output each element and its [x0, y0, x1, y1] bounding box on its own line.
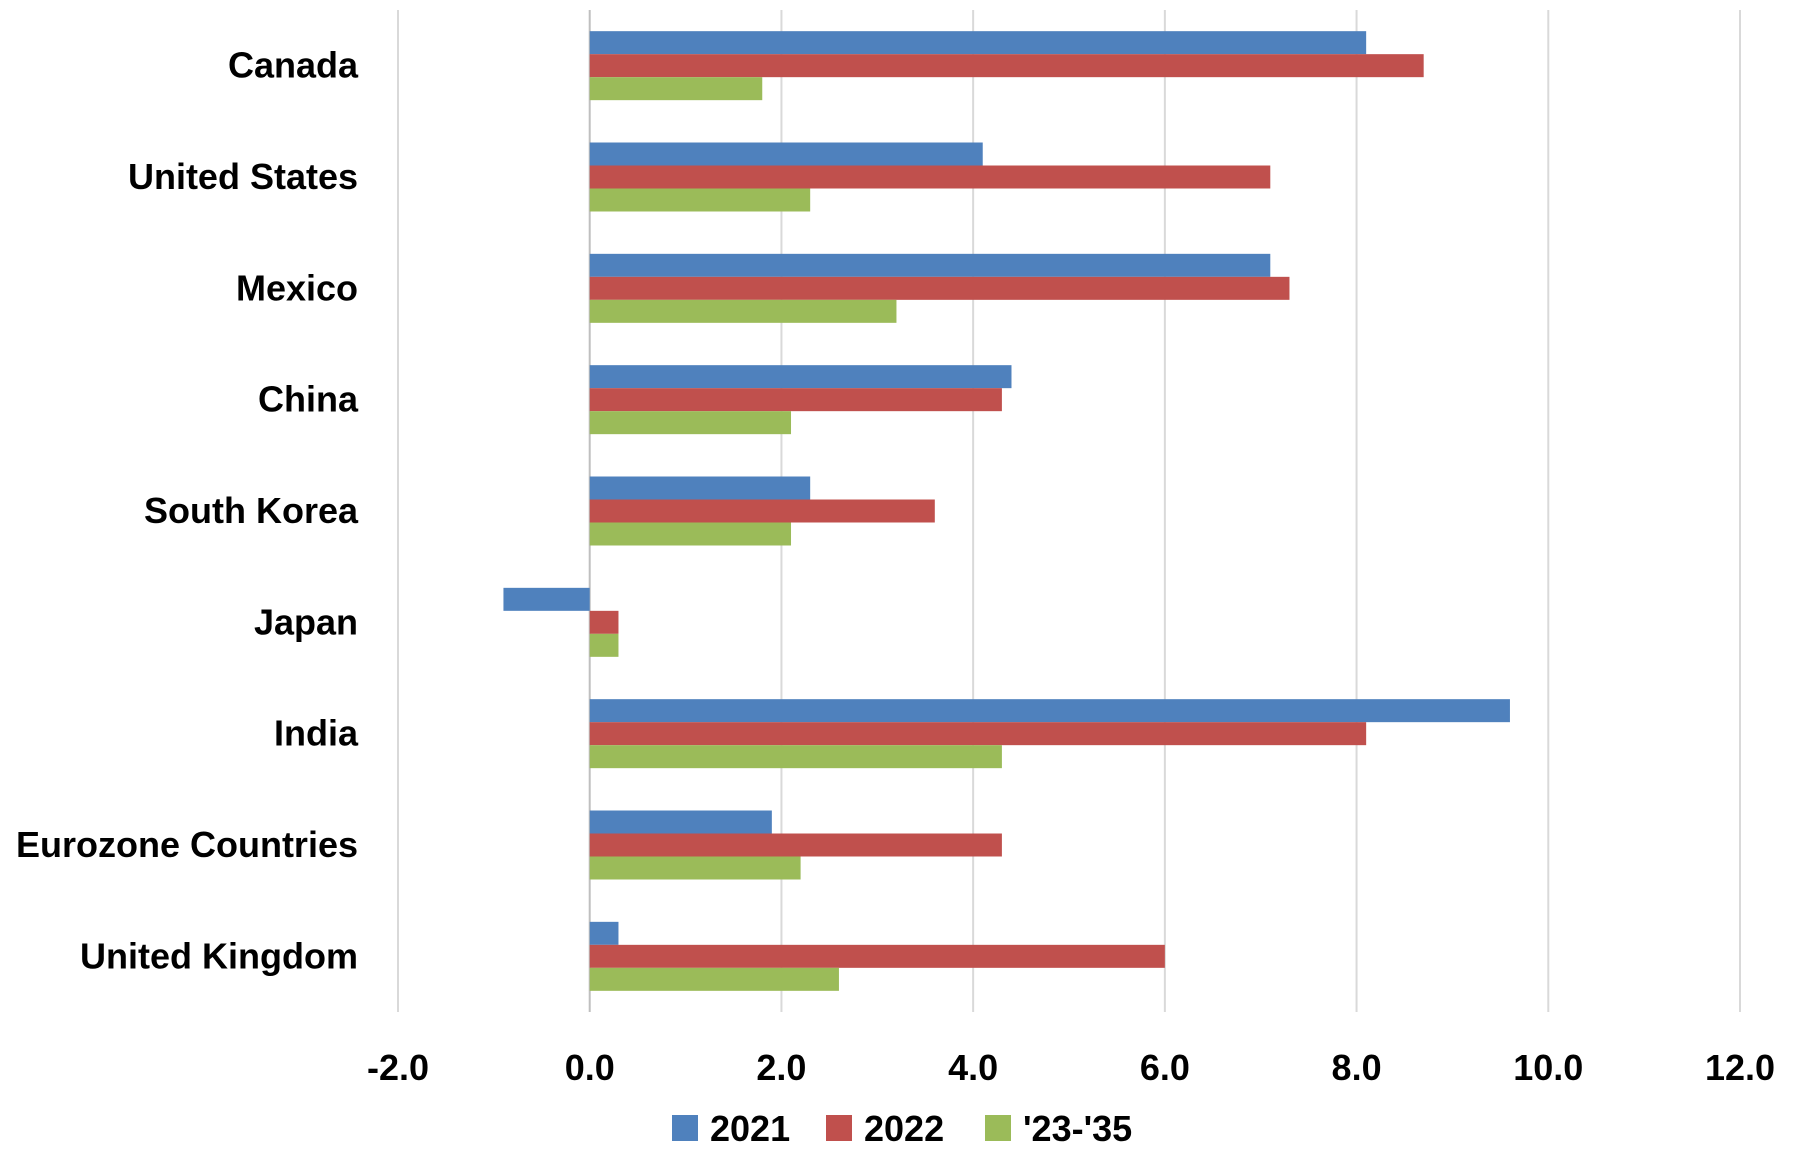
- bars: [503, 31, 1510, 991]
- bar-japan-2: [589, 633, 619, 657]
- bar-united-kingdom-2: [589, 967, 839, 991]
- bar-south-korea-2: [589, 522, 792, 546]
- bar-united-states-0: [589, 142, 983, 166]
- bar-eurozone-countries-2: [589, 856, 801, 880]
- bar-united-states-1: [589, 165, 1271, 189]
- x-tick-label: 4.0: [948, 1047, 998, 1088]
- category-label: United States: [128, 156, 358, 197]
- bar-india-0: [589, 699, 1510, 723]
- x-tick-label: 6.0: [1140, 1047, 1190, 1088]
- bar-eurozone-countries-0: [589, 810, 772, 834]
- x-tick-label: 10.0: [1513, 1047, 1583, 1088]
- bar-canada-0: [589, 31, 1367, 55]
- legend-swatch: [826, 1115, 852, 1141]
- x-tick-label: -2.0: [367, 1047, 429, 1088]
- category-label: South Korea: [144, 490, 359, 531]
- legend-swatch: [985, 1115, 1011, 1141]
- category-label: Mexico: [236, 267, 358, 308]
- legend-label: '23-'35: [1023, 1108, 1132, 1149]
- x-tick-label: 8.0: [1332, 1047, 1382, 1088]
- bar-india-1: [589, 722, 1367, 746]
- bar-china-1: [589, 388, 1002, 412]
- category-label: Canada: [228, 45, 359, 86]
- x-tick-label: 12.0: [1705, 1047, 1775, 1088]
- bar-eurozone-countries-1: [589, 833, 1002, 857]
- category-label: China: [258, 379, 359, 420]
- category-label: India: [274, 713, 359, 754]
- category-labels: Canada United States Mexico China South Kore…: [16, 45, 359, 977]
- bar-india-2: [589, 745, 1002, 769]
- legend: 2021 2022 '23-'35: [672, 1108, 1132, 1149]
- legend-label: 2021: [710, 1108, 790, 1149]
- bar-united-kingdom-0: [589, 921, 619, 945]
- x-tick-labels: -2.0 0.0 2.0 4.0 6.0 8.0 10.0 12.0: [367, 1047, 1775, 1088]
- bar-south-korea-0: [589, 476, 811, 500]
- x-tick-label: 2.0: [756, 1047, 806, 1088]
- bar-mexico-2: [589, 299, 897, 323]
- bar-china-0: [589, 365, 1012, 389]
- bar-japan-1: [589, 610, 619, 634]
- x-tick-label: 0.0: [565, 1047, 615, 1088]
- legend-swatch: [672, 1115, 698, 1141]
- bar-united-states-2: [589, 188, 811, 212]
- legend-label: 2022: [864, 1108, 944, 1149]
- bar-china-2: [589, 411, 792, 435]
- category-label: Japan: [254, 601, 358, 642]
- bar-japan-0: [503, 587, 590, 611]
- bar-mexico-1: [589, 276, 1290, 300]
- bar-south-korea-1: [589, 499, 935, 523]
- bar-mexico-0: [589, 253, 1271, 277]
- category-label: United Kingdom: [80, 935, 358, 976]
- bar-canada-1: [589, 54, 1424, 78]
- bar-united-kingdom-1: [589, 944, 1165, 968]
- category-label: Eurozone Countries: [16, 824, 358, 865]
- bar-canada-2: [589, 77, 763, 101]
